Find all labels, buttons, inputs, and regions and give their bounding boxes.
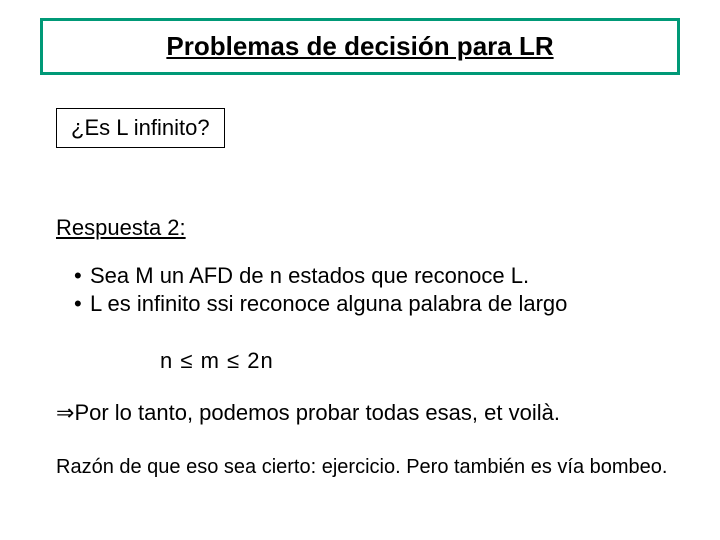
- list-item: • L es infinito ssi reconoce alguna pala…: [74, 290, 674, 318]
- title-box: Problemas de decisión para LR: [40, 18, 680, 75]
- page-title: Problemas de decisión para LR: [59, 31, 661, 62]
- answer-label: Respuesta 2:: [56, 215, 666, 241]
- formula: n ≤ m ≤ 2n: [160, 348, 274, 374]
- le-icon: ≤: [227, 348, 240, 373]
- bullet-list: • Sea M un AFD de n estados que reconoce…: [74, 262, 674, 317]
- formula-m: m: [201, 348, 220, 373]
- conclusion-line: ⇒Por lo tanto, podemos probar todas esas…: [56, 400, 676, 426]
- bullet-text: L es infinito ssi reconoce alguna palabr…: [90, 290, 567, 318]
- question-text: ¿Es L infinito?: [71, 115, 210, 141]
- formula-n: n: [160, 348, 173, 373]
- bullet-icon: •: [74, 262, 90, 290]
- conclusion-text: Por lo tanto, podemos probar todas esas,…: [74, 400, 560, 425]
- bullet-icon: •: [74, 290, 90, 318]
- list-item: • Sea M un AFD de n estados que reconoce…: [74, 262, 674, 290]
- bullet-text: Sea M un AFD de n estados que reconoce L…: [90, 262, 529, 290]
- arrow-icon: ⇒: [56, 400, 74, 425]
- formula-2n: 2n: [247, 348, 273, 373]
- le-icon: ≤: [180, 348, 193, 373]
- reason-text: Razón de que eso sea cierto: ejercicio. …: [56, 454, 676, 480]
- question-box: ¿Es L infinito?: [56, 108, 225, 148]
